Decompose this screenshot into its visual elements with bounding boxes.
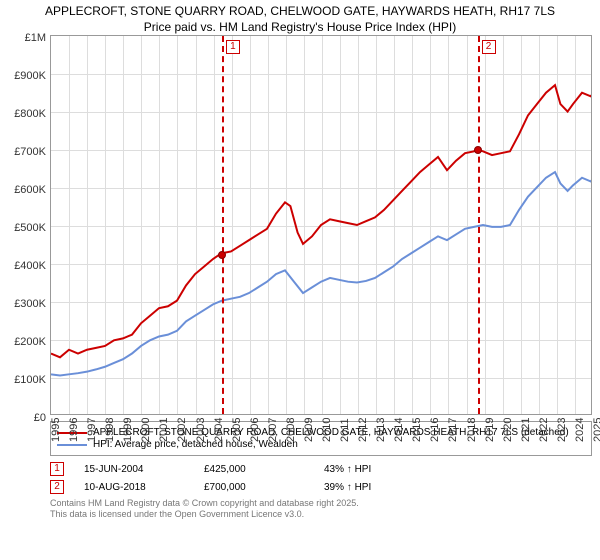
plot-area: 12 xyxy=(50,35,592,415)
transaction-marker-1: 1 xyxy=(50,462,64,476)
transaction-price-1: £425,000 xyxy=(204,464,324,475)
transaction-row-2: 2 10-AUG-2018 £700,000 39% ↑ HPI xyxy=(50,480,592,494)
x-tick-label: 2015 xyxy=(411,418,423,442)
x-tick-label: 2022 xyxy=(538,418,550,442)
x-tick-label: 2023 xyxy=(556,418,568,442)
y-tick-label: £700K xyxy=(14,146,46,158)
y-tick-label: £600K xyxy=(14,184,46,196)
arrow-up-icon: ↑ xyxy=(347,482,352,493)
marker-dot xyxy=(474,146,482,154)
x-tick-label: 2018 xyxy=(466,418,478,442)
y-tick-label: £200K xyxy=(14,336,46,348)
transaction-pct-2: 39% ↑ HPI xyxy=(324,482,444,493)
title-line-2: Price paid vs. HM Land Registry's House … xyxy=(8,20,592,36)
y-tick-label: £400K xyxy=(14,260,46,272)
pct-vs-2: HPI xyxy=(355,482,372,493)
x-tick-label: 1997 xyxy=(86,418,98,442)
x-tick-label: 2000 xyxy=(140,418,152,442)
marker-label: 1 xyxy=(226,40,240,54)
x-tick-label: 1999 xyxy=(122,418,134,442)
chart-container: APPLECROFT, STONE QUARRY ROAD, CHELWOOD … xyxy=(0,0,600,560)
y-tick-label: £500K xyxy=(14,222,46,234)
y-tick-label: £100K xyxy=(14,374,46,386)
x-tick-label: 2002 xyxy=(176,418,188,442)
pct-value-2: 39% xyxy=(324,482,344,493)
pct-vs-1: HPI xyxy=(355,464,372,475)
y-axis: £0£100K£200K£300K£400K£500K£600K£700K£80… xyxy=(0,38,50,418)
x-tick-label: 2004 xyxy=(213,418,225,442)
x-tick-label: 2005 xyxy=(231,418,243,442)
copyright-line-1: Contains HM Land Registry data © Crown c… xyxy=(50,498,592,509)
x-tick-label: 2007 xyxy=(267,418,279,442)
x-tick-label: 2020 xyxy=(502,418,514,442)
transactions-table: 1 15-JUN-2004 £425,000 43% ↑ HPI 2 10-AU… xyxy=(50,462,592,494)
transaction-row-1: 1 15-JUN-2004 £425,000 43% ↑ HPI xyxy=(50,462,592,476)
plot-inner: 12 xyxy=(51,36,591,414)
x-tick-label: 2019 xyxy=(484,418,496,442)
arrow-up-icon: ↑ xyxy=(347,464,352,475)
y-tick-label: £0 xyxy=(34,412,46,424)
marker-line xyxy=(478,36,480,414)
copyright-line-2: This data is licensed under the Open Gov… xyxy=(50,509,592,520)
x-tick-label: 2024 xyxy=(574,418,586,442)
x-tick-label: 2010 xyxy=(321,418,333,442)
x-tick-label: 2011 xyxy=(339,418,351,442)
transaction-date-1: 15-JUN-2004 xyxy=(84,464,204,475)
y-tick-label: £900K xyxy=(14,70,46,82)
chart-lines xyxy=(51,36,591,414)
series-line xyxy=(51,85,591,357)
transaction-marker-2: 2 xyxy=(50,480,64,494)
x-tick-label: 2001 xyxy=(158,418,170,442)
marker-line xyxy=(222,36,224,414)
y-tick-label: £800K xyxy=(14,108,46,120)
x-tick-label: 2014 xyxy=(393,418,405,442)
x-tick-label: 2009 xyxy=(303,418,315,442)
series-line xyxy=(51,172,591,375)
chart-title: APPLECROFT, STONE QUARRY ROAD, CHELWOOD … xyxy=(0,0,600,35)
marker-label: 2 xyxy=(482,40,496,54)
x-tick-label: 2021 xyxy=(520,418,532,442)
transaction-date-2: 10-AUG-2018 xyxy=(84,482,204,493)
x-tick-label: 2006 xyxy=(249,418,261,442)
y-tick-label: £300K xyxy=(14,298,46,310)
x-tick-label: 1998 xyxy=(104,418,116,442)
x-tick-label: 2012 xyxy=(357,418,369,442)
title-line-1: APPLECROFT, STONE QUARRY ROAD, CHELWOOD … xyxy=(8,4,592,20)
x-tick-label: 2008 xyxy=(285,418,297,442)
pct-value-1: 43% xyxy=(324,464,344,475)
y-tick-label: £1M xyxy=(25,32,46,44)
x-tick-label: 1995 xyxy=(50,418,62,442)
x-tick-label: 2013 xyxy=(375,418,387,442)
x-tick-label: 2025 xyxy=(592,418,600,442)
x-tick-label: 2016 xyxy=(429,418,441,442)
x-tick-label: 1996 xyxy=(68,418,80,442)
x-tick-label: 2003 xyxy=(195,418,207,442)
copyright: Contains HM Land Registry data © Crown c… xyxy=(50,498,592,520)
x-axis: 1995 1996 1997 1998 1999 2000 2001 2002 2003 2004… xyxy=(50,418,592,448)
transaction-price-2: £700,000 xyxy=(204,482,324,493)
transaction-pct-1: 43% ↑ HPI xyxy=(324,464,444,475)
marker-dot xyxy=(218,251,226,259)
x-tick-label: 2017 xyxy=(447,418,459,442)
